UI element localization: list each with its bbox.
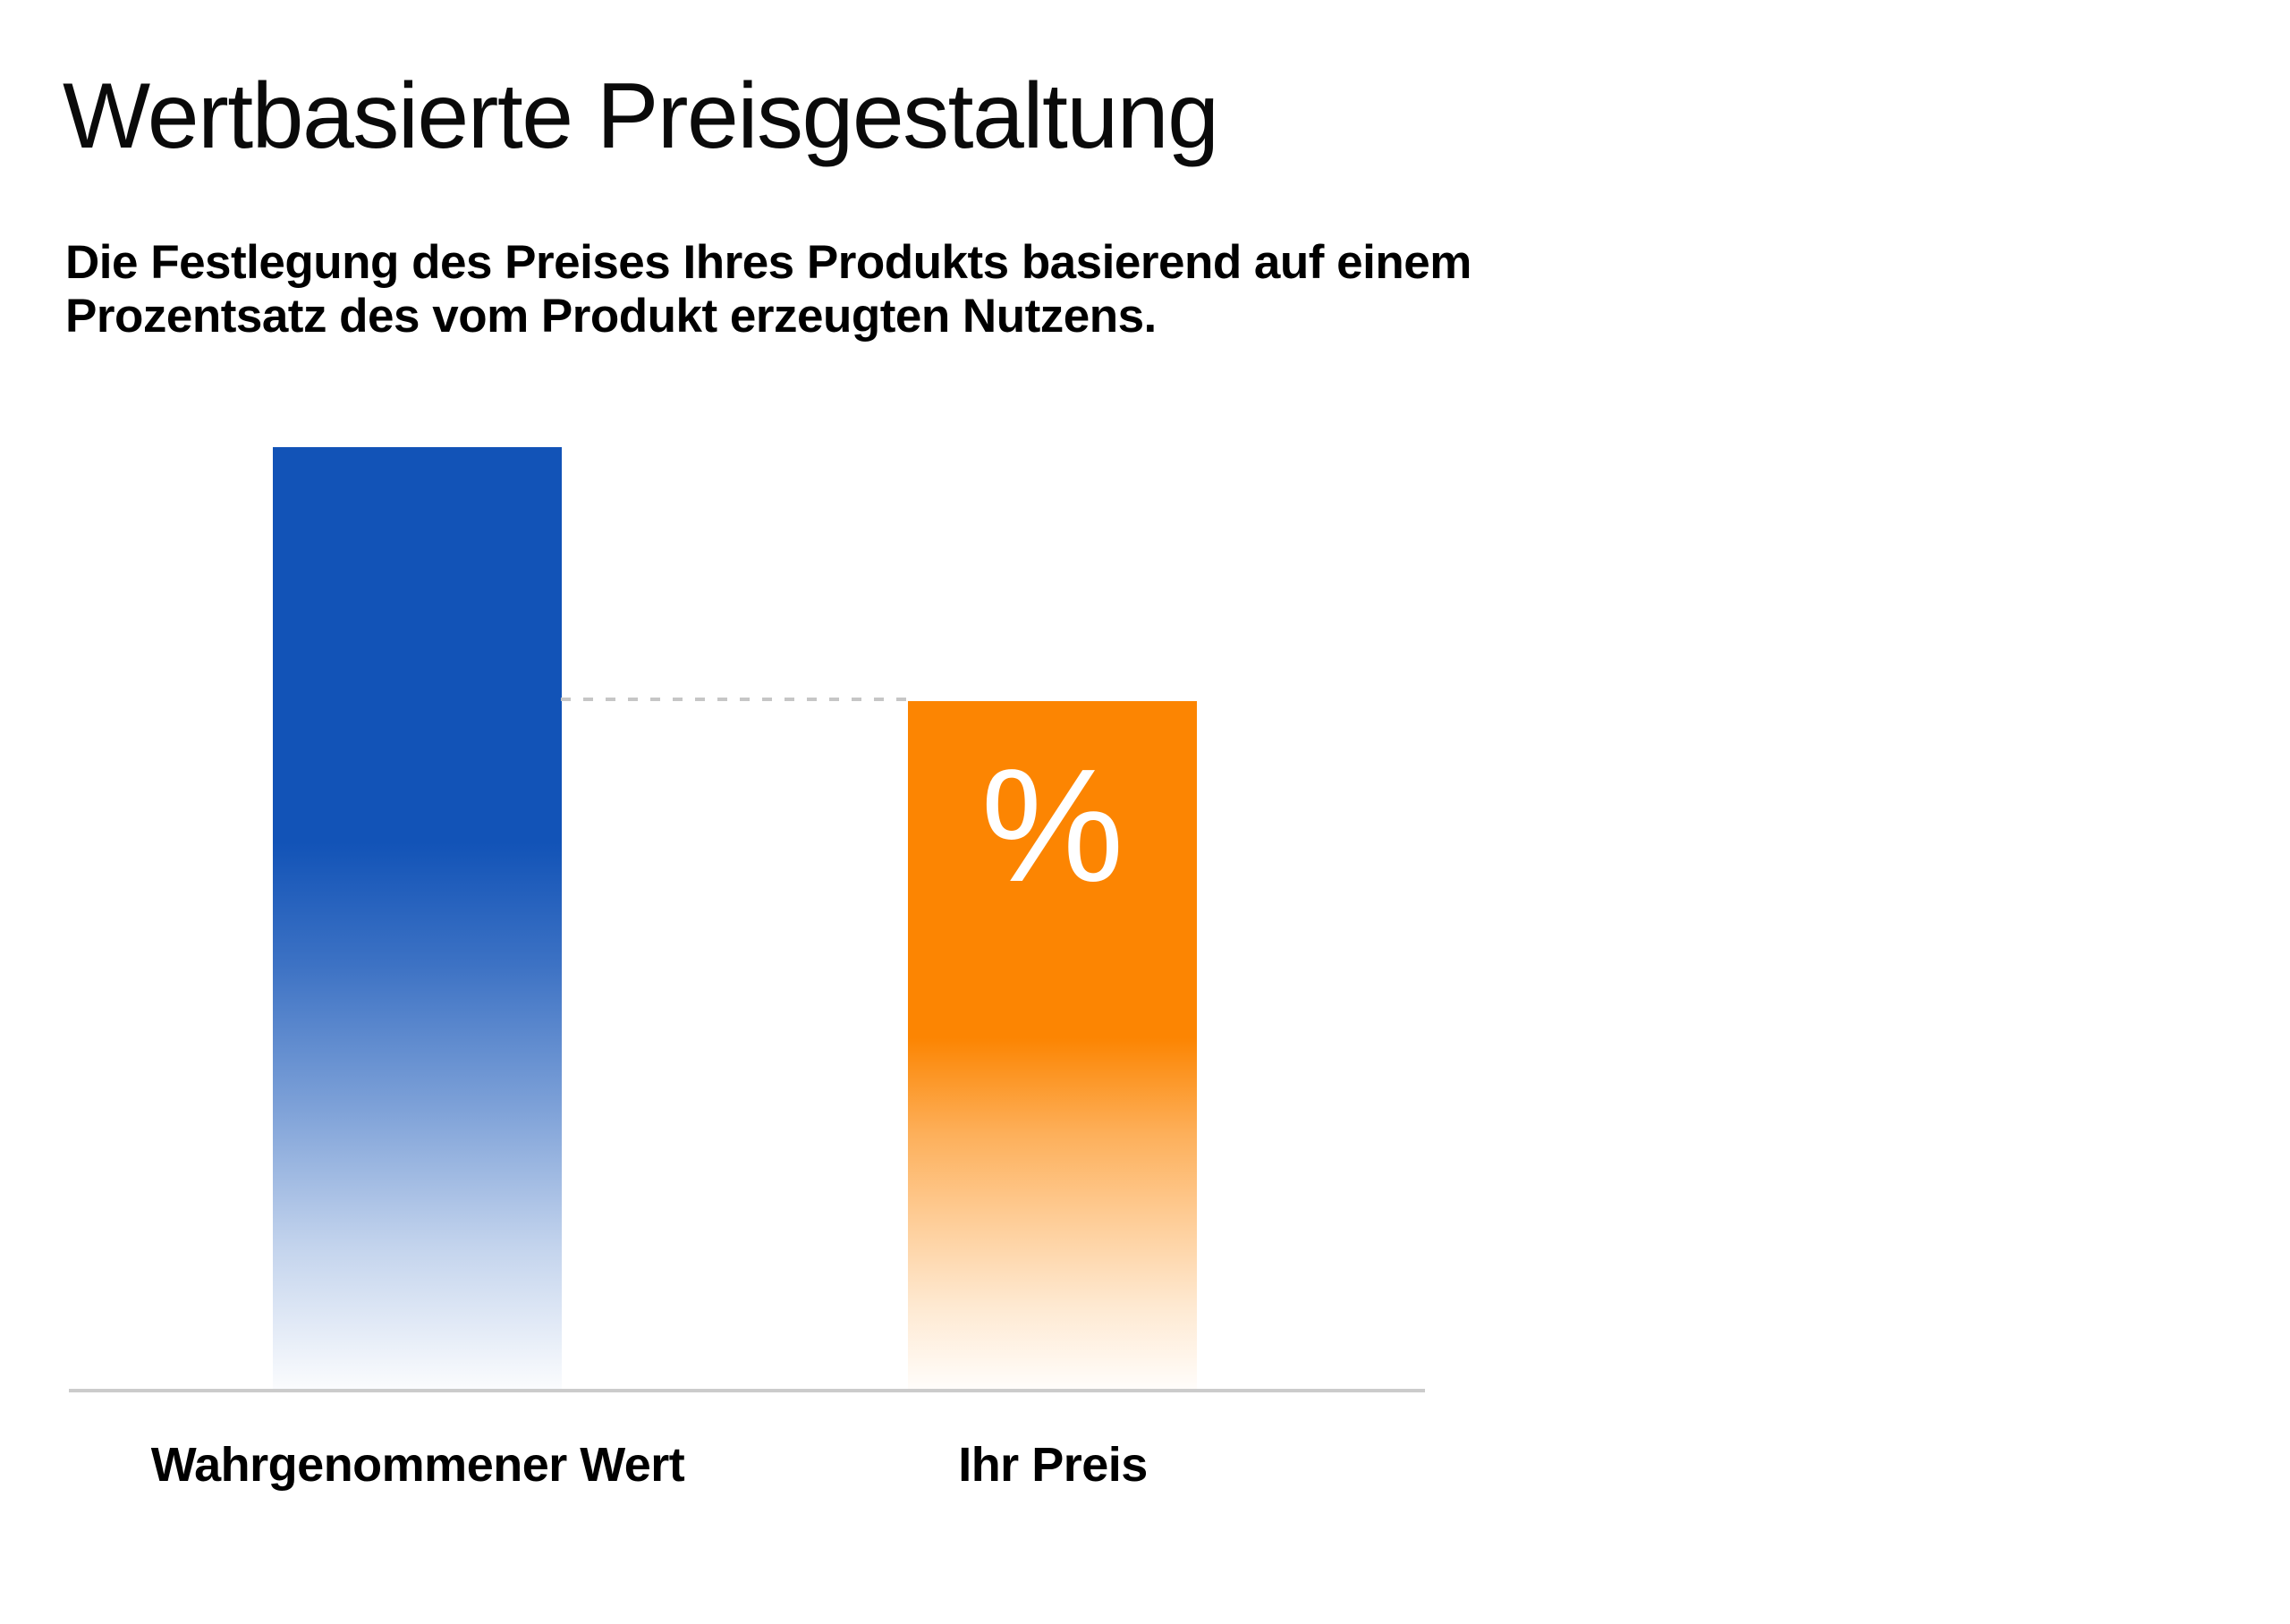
bar-label-perceived-value: Wahrgenommener Wert xyxy=(150,1438,685,1492)
subtitle-line-1: Die Festlegung des Preises Ihres Produkt… xyxy=(65,236,1472,289)
bar-perceived-value xyxy=(273,447,562,1389)
bar-label-price: Ihr Preis xyxy=(958,1438,1148,1492)
subtitle-line-2: Prozentsatz des vom Produkt erzeugten Nu… xyxy=(65,290,1157,343)
bar-price: % xyxy=(908,701,1197,1389)
dashed-reference-line xyxy=(561,698,908,701)
page-subtitle: Die Festlegung des Preises Ihres Produkt… xyxy=(65,236,1472,343)
percent-symbol: % xyxy=(980,736,1124,916)
page-title: Wertbasierte Preisgestaltung xyxy=(63,64,1219,168)
x-axis-baseline xyxy=(69,1389,1425,1392)
